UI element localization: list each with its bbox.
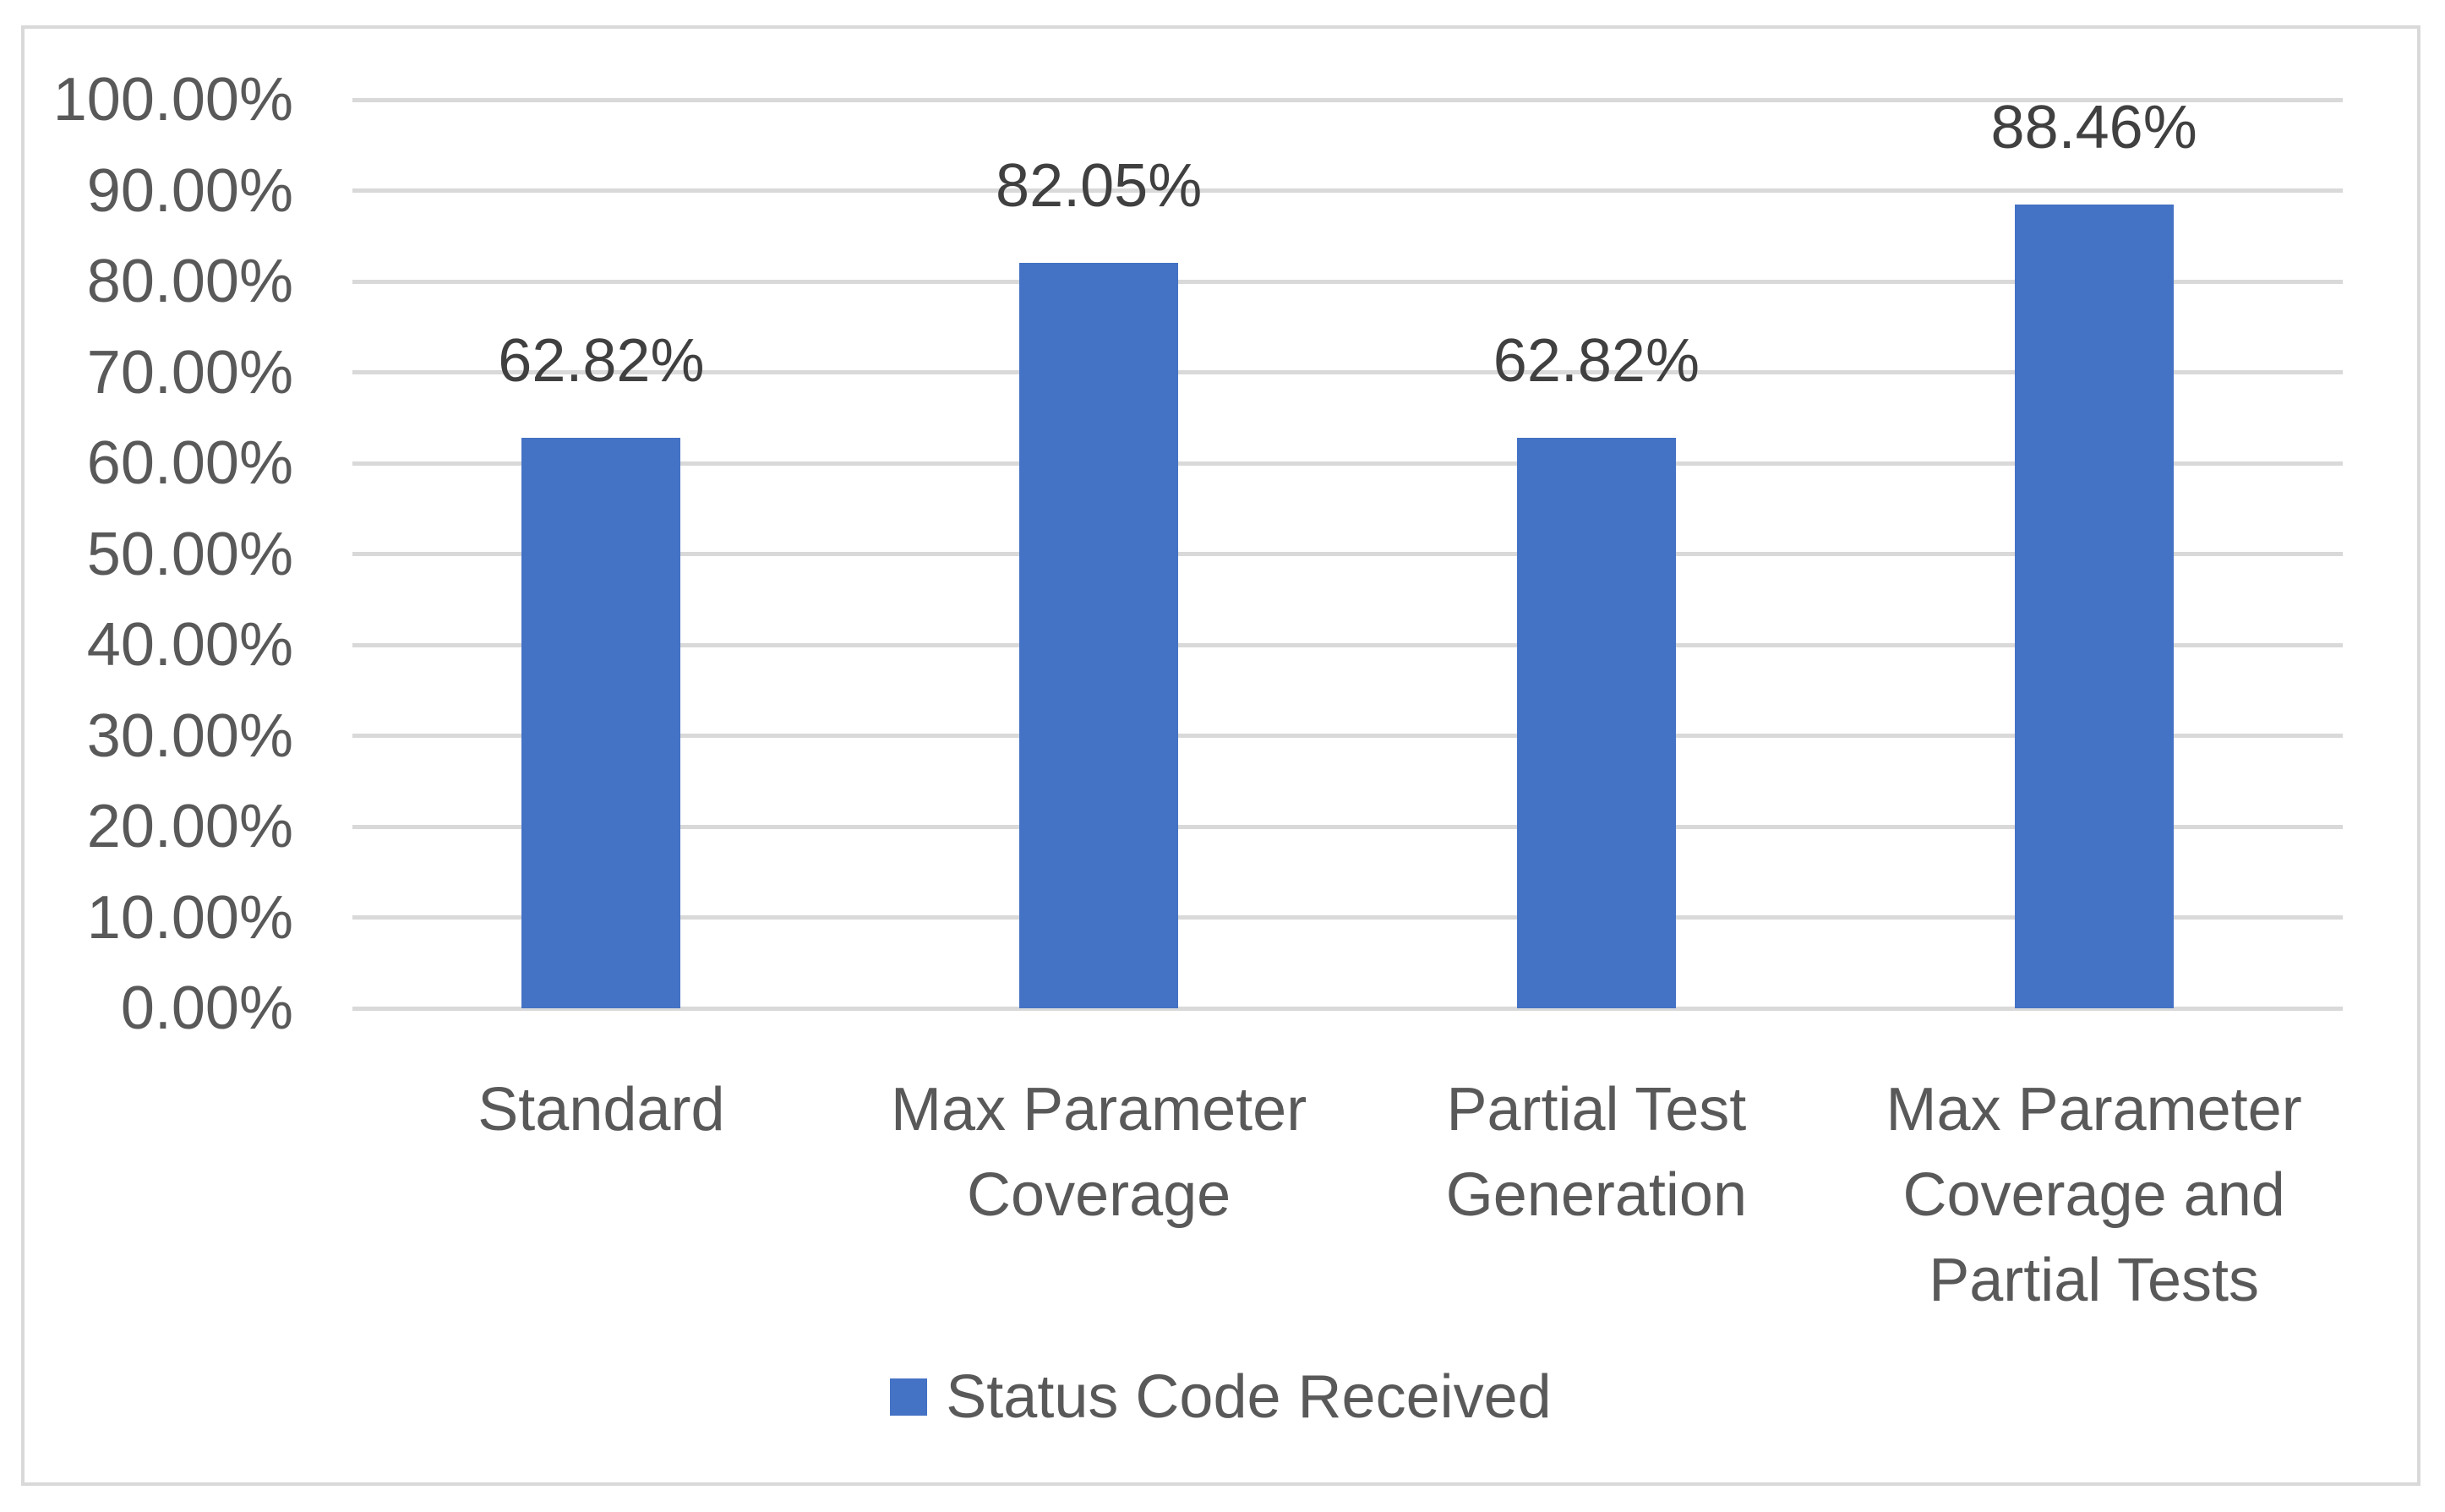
y-tick-label: 100.00% — [52, 66, 293, 134]
gridline — [352, 97, 2343, 102]
gridline — [352, 188, 2343, 193]
gridline — [352, 915, 2343, 920]
x-category-label: Partial Test Generation — [1348, 1067, 1846, 1323]
x-category-label-text: Partial Test Generation — [1445, 1076, 1747, 1229]
gridline — [352, 552, 2343, 556]
data-label-4: 88.46% — [1990, 94, 2197, 162]
y-tick-label: 10.00% — [86, 883, 293, 952]
y-tick-label: 80.00% — [86, 248, 293, 315]
gridline — [352, 461, 2343, 466]
legend: Status Code Received — [25, 1362, 2417, 1432]
gridline — [352, 734, 2343, 738]
gridline — [352, 1006, 2343, 1011]
y-tick-label: 90.00% — [86, 156, 293, 225]
y-tick-label: 40.00% — [86, 611, 293, 679]
y-axis-labels: 0.00% 10.00% 20.00% 30.00% 40.00% 50.00% 60.00… — [25, 66, 293, 1042]
gridline — [352, 370, 2343, 374]
bar-2 — [1019, 262, 1179, 1008]
data-label-2: 82.05% — [996, 151, 1203, 220]
x-category-label: Standard — [352, 1067, 850, 1323]
gridline — [352, 824, 2343, 829]
y-tick-label: 20.00% — [86, 793, 293, 860]
legend-swatch-icon — [890, 1378, 928, 1416]
gridline — [352, 642, 2343, 647]
y-tick-label: 60.00% — [86, 429, 293, 497]
gridline — [352, 279, 2343, 284]
y-tick-label: 30.00% — [86, 701, 293, 770]
x-category-label: Max Parameter Coverage — [850, 1067, 1348, 1323]
chart-frame: 0.00% 10.00% 20.00% 30.00% 40.00% 50.00% 60.00… — [21, 25, 2420, 1486]
y-tick-label: 0.00% — [120, 974, 293, 1042]
legend-label: Status Code Received — [946, 1363, 1552, 1431]
plot-area: 62.82% 82.05% 62.82% 88.46% — [352, 94, 2343, 1011]
x-category-label-text: Max Parameter Coverage — [891, 1076, 1307, 1229]
y-tick-label: 70.00% — [86, 338, 293, 407]
x-category-label: Max Parameter Coverage and Partial Tests — [1845, 1067, 2343, 1323]
bar-4 — [2014, 205, 2174, 1008]
x-axis-labels: Standard Max Parameter Coverage Partial Te… — [352, 1067, 2343, 1323]
x-category-label-text: Standard — [478, 1076, 725, 1144]
data-label-1: 62.82% — [498, 326, 705, 395]
bar-1 — [521, 437, 681, 1008]
data-label-3: 62.82% — [1493, 326, 1700, 395]
bar-3 — [1516, 437, 1676, 1008]
x-category-label-text: Max Parameter Coverage and Partial Tests — [1886, 1076, 2302, 1314]
y-tick-label: 50.00% — [86, 520, 293, 588]
